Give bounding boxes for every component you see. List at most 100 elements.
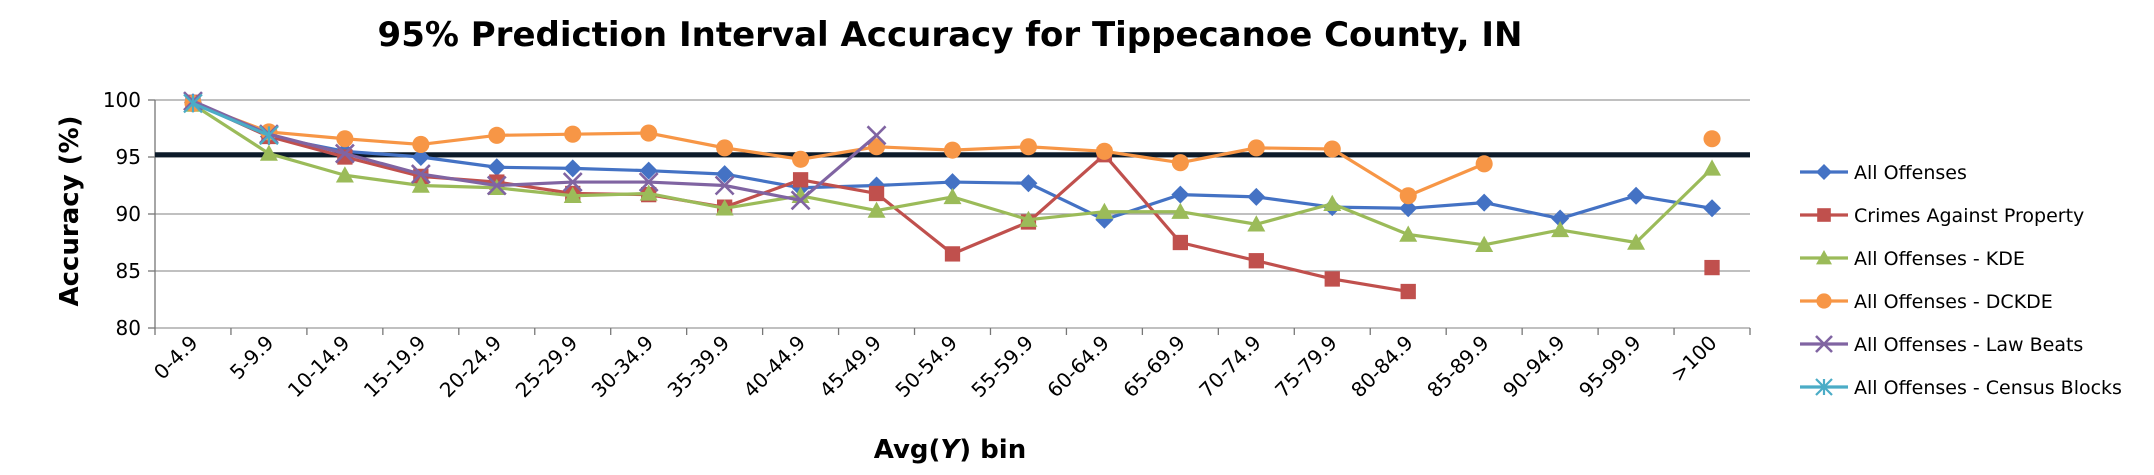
x-tick-label: 15-19.9 xyxy=(359,331,431,403)
data-point xyxy=(715,165,734,184)
data-point xyxy=(1703,130,1721,148)
x-tick-label: 50-54.9 xyxy=(890,331,962,403)
x-tick-label: 55-59.9 xyxy=(966,331,1038,403)
x-tick-label: 40-44.9 xyxy=(739,331,811,403)
x-tick-label: 80-84.9 xyxy=(1346,331,1418,403)
data-point xyxy=(716,139,734,157)
legend: All Offenses Crimes Against Property All O… xyxy=(1800,162,2122,399)
data-point xyxy=(1551,209,1570,228)
data-point xyxy=(259,125,279,146)
data-point xyxy=(335,166,354,183)
x-tick-label: 65-69.9 xyxy=(1118,331,1190,403)
legend-label: All Offenses - Census Blocks xyxy=(1854,377,2122,399)
data-point xyxy=(792,172,809,188)
y-axis-title: Accuracy (%) xyxy=(55,115,85,306)
data-point xyxy=(639,184,658,201)
data-point xyxy=(1704,259,1720,276)
x-tick-label: 60-64.9 xyxy=(1042,331,1114,403)
legend-label: All Offenses - DCKDE xyxy=(1854,291,2053,313)
data-point xyxy=(1627,233,1646,250)
data-point xyxy=(714,175,735,196)
series-5 xyxy=(183,93,279,146)
x-tick-label: 0-4.9 xyxy=(149,331,203,385)
data-point xyxy=(562,172,583,192)
y-tick-label: 90 xyxy=(116,202,141,226)
data-point xyxy=(1475,155,1493,173)
chart-title: 95% Prediction Interval Accuracy for Tip… xyxy=(378,15,1523,55)
legend-label: All Offenses - Law Beats xyxy=(1854,334,2083,356)
series-line xyxy=(192,101,270,137)
data-point xyxy=(1171,202,1190,219)
y-tick-label: 85 xyxy=(116,259,141,283)
legend-label: All Offenses xyxy=(1854,162,1967,184)
data-point xyxy=(1019,210,1038,227)
x-tick-label: 70-74.9 xyxy=(1194,331,1266,403)
data-point xyxy=(183,93,203,114)
data-point xyxy=(867,138,886,156)
data-point xyxy=(1247,139,1265,157)
data-point xyxy=(1703,159,1722,176)
x-axis-title: Avg(Y) bin xyxy=(874,435,1026,465)
x-tick-label: 75-79.9 xyxy=(1270,331,1342,403)
data-point xyxy=(1095,202,1114,219)
data-point xyxy=(563,186,582,203)
data-point xyxy=(259,144,278,161)
y-tick-label: 95 xyxy=(116,145,141,169)
data-point xyxy=(1019,174,1038,193)
data-point xyxy=(715,199,734,216)
data-point xyxy=(1171,154,1189,172)
data-point xyxy=(336,130,354,148)
x-tick-label: 85-89.9 xyxy=(1422,331,1494,403)
data-point xyxy=(943,187,962,205)
y-tick-label: 80 xyxy=(116,316,141,340)
x-tick-label: 35-39.9 xyxy=(663,331,735,403)
x-tick-label: 10-14.9 xyxy=(283,331,355,403)
series-3 xyxy=(184,94,1721,205)
data-point xyxy=(1399,187,1417,205)
data-point xyxy=(1475,193,1494,212)
data-point xyxy=(640,124,658,142)
data-point xyxy=(334,143,355,164)
data-point xyxy=(1019,138,1038,156)
series xyxy=(183,91,1722,300)
data-point xyxy=(1703,199,1722,218)
series-line xyxy=(192,101,1485,198)
legend-marker xyxy=(1815,378,1833,396)
data-point xyxy=(1551,220,1570,238)
legend-label: Crimes Against Property xyxy=(1854,205,2084,227)
data-point xyxy=(1475,235,1494,252)
data-point xyxy=(790,190,811,211)
data-point xyxy=(412,135,430,154)
data-point xyxy=(1627,186,1646,205)
x-tick-label: 90-94.9 xyxy=(1498,331,1570,403)
legend-marker xyxy=(1816,293,1832,309)
data-point xyxy=(792,150,810,168)
legend-marker xyxy=(1816,250,1832,265)
data-point xyxy=(944,246,961,262)
data-point xyxy=(487,158,506,177)
data-point xyxy=(1247,215,1266,232)
data-point xyxy=(411,176,430,193)
data-point xyxy=(1171,185,1190,204)
legend-marker xyxy=(1816,164,1832,180)
y-tick-label: 100 xyxy=(103,88,141,112)
data-point xyxy=(410,164,431,185)
y-ticks: 80 85 90 95 100 xyxy=(103,88,155,340)
data-point xyxy=(639,161,658,180)
legend-marker xyxy=(1815,335,1833,353)
data-point xyxy=(411,148,430,166)
data-point xyxy=(486,175,507,196)
data-point xyxy=(943,141,962,159)
data-point xyxy=(1400,283,1416,300)
legend-marker xyxy=(1817,208,1831,222)
x-ticks: 0-4.9 5-9.9 10-14.9 15-19.9 20-24.9 25-29.9 30… xyxy=(149,328,1751,403)
x-tick-label: 30-34.9 xyxy=(587,331,659,403)
x-tick-label: 5-9.9 xyxy=(225,331,279,385)
series-line xyxy=(192,99,878,202)
data-point xyxy=(1095,142,1113,160)
data-point xyxy=(638,172,659,192)
series-4 xyxy=(183,91,887,211)
grid xyxy=(154,99,1750,329)
data-point xyxy=(866,125,887,146)
